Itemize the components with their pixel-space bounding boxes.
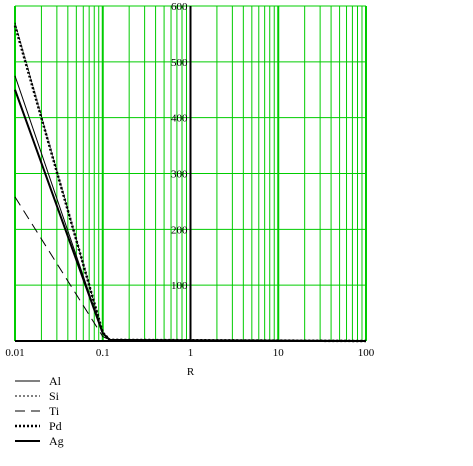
legend-label-al: Al [49, 374, 62, 388]
x-tick-label: 10 [273, 347, 285, 359]
x-tick-label: 0.01 [5, 347, 24, 359]
x-tick-label: 0.1 [96, 347, 110, 359]
y-tick-label: 400 [171, 113, 188, 125]
x-tick-label: 1 [188, 347, 194, 359]
y-tick-label: 200 [171, 224, 188, 236]
series-line-ti [14, 196, 367, 342]
legend-label-ti: Ti [49, 404, 60, 418]
y-tick-label: 100 [171, 280, 188, 292]
y-tick-label: 500 [171, 57, 188, 69]
y-tick-label: 600 [171, 1, 188, 13]
legend-label-si: Si [49, 389, 60, 403]
legend-label-pd: Pd [49, 419, 62, 433]
legend-label-ag: Ag [49, 434, 64, 448]
y-tick-label: 300 [171, 169, 188, 181]
axes [15, 6, 366, 342]
x-axis-label: R [187, 366, 195, 378]
grid [14, 5, 367, 341]
tick-labels: 0.01 0.1 1 10 100 100 200 300 400 500 600 [5, 1, 374, 359]
x-tick-label: 100 [358, 347, 375, 359]
